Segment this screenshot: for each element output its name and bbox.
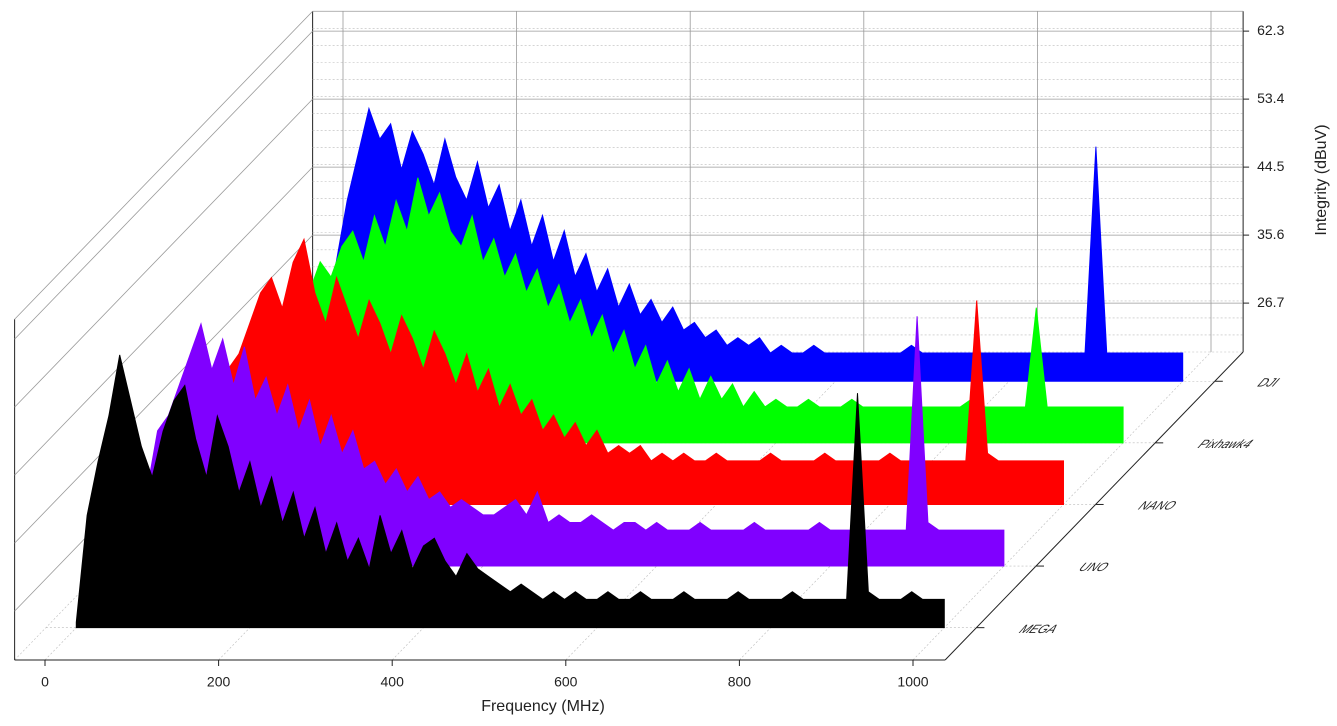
- grid-line: [14, 166, 313, 476]
- x-tick-label: 600: [554, 674, 578, 690]
- y-tick-label: 26.7: [1257, 294, 1284, 310]
- z-tick-label: MEGA: [1016, 622, 1061, 635]
- x-tick-label: 800: [728, 674, 752, 690]
- grid-line: [14, 98, 313, 408]
- x-tick-label: 0: [41, 674, 49, 690]
- x-tick-label: 400: [381, 674, 405, 690]
- y-tick-label: 35.6: [1257, 226, 1284, 242]
- y-tick-label: 53.4: [1257, 90, 1284, 106]
- grid-line: [14, 234, 313, 544]
- x-axis-title: Frequency (MHz): [481, 698, 605, 715]
- x-tick-label: 200: [207, 674, 231, 690]
- wall-edge: [14, 10, 313, 320]
- z-tick-label: NANO: [1136, 499, 1181, 512]
- spectrum-area: [75, 354, 945, 629]
- spectrum-area: [194, 237, 1064, 505]
- y-tick-label: 62.3: [1257, 22, 1284, 38]
- y-axis-title: Integrity (dBuV): [1313, 124, 1330, 235]
- z-axis: [944, 351, 1244, 661]
- z-tick-label: UNO: [1076, 560, 1113, 573]
- y-tick-label: 44.5: [1257, 158, 1284, 174]
- x-tick-label: 1000: [897, 674, 928, 690]
- grid-line: [912, 351, 1212, 661]
- grid-line: [14, 30, 313, 340]
- grid-line: [739, 351, 1038, 661]
- z-tick-label: DJI: [1255, 376, 1283, 389]
- z-tick-label: Pixhawk4: [1195, 437, 1256, 450]
- spectrum-area: [135, 316, 1005, 567]
